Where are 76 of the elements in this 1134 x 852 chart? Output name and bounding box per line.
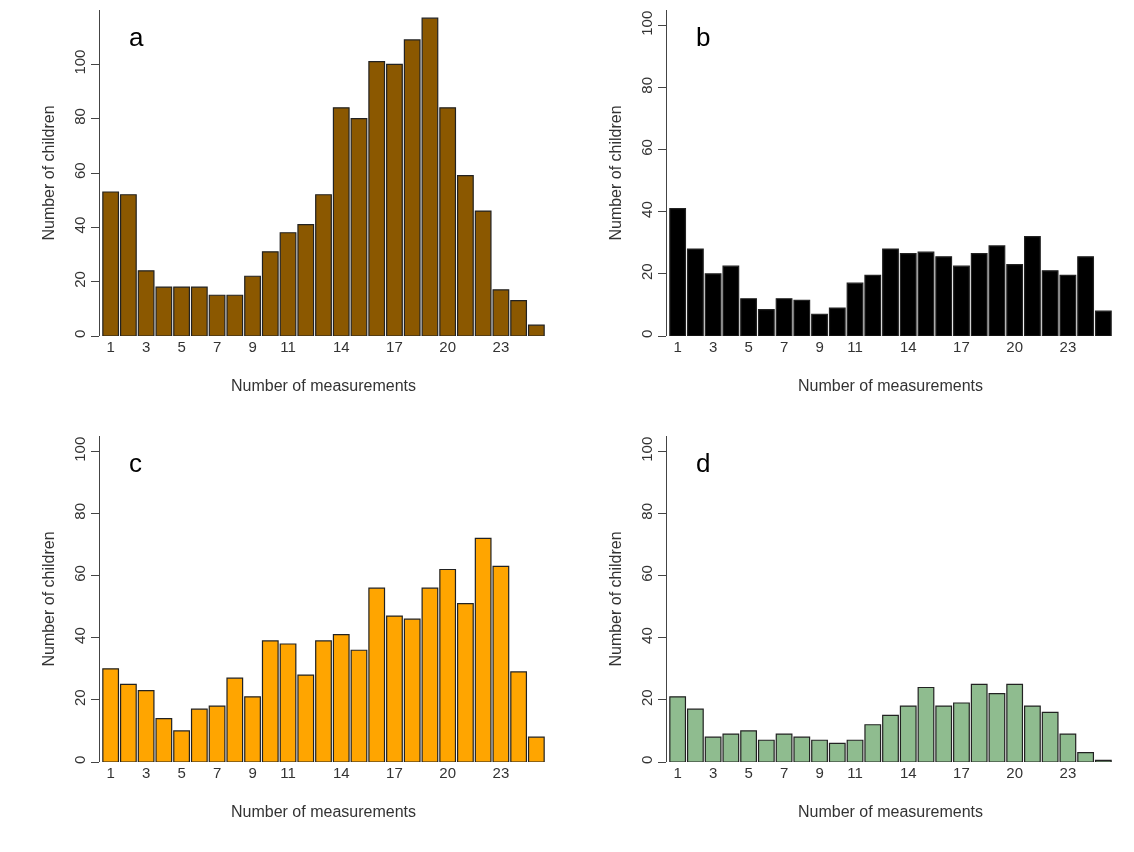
y-tick-label: 80 — [70, 108, 88, 125]
y-tick-label: 20 — [70, 689, 88, 706]
x-tick-label: 1 — [106, 338, 115, 355]
y-tick-label: 80 — [70, 503, 88, 520]
x-tick-label: 11 — [280, 764, 296, 781]
x-tick-label: 3 — [708, 338, 718, 355]
x-tick-label: 7 — [779, 764, 789, 781]
y-tick-label: 80 — [637, 503, 655, 520]
x-axis-title: Number of measurements — [798, 376, 983, 394]
x-tick-label: 17 — [386, 764, 403, 781]
x-tick-label: 20 — [1006, 338, 1024, 355]
y-axis-title: Number of children — [606, 105, 624, 241]
x-tick-label: 11 — [847, 338, 863, 355]
y-tick-label: 60 — [70, 162, 88, 180]
x-tick-label: 7 — [212, 764, 222, 781]
text: d — [696, 448, 711, 478]
x-tick-label: 1 — [673, 338, 682, 355]
x-tick-label: 3 — [141, 338, 151, 355]
x-tick-label: 20 — [1006, 764, 1024, 781]
y-axis-title: Number of children — [39, 531, 57, 667]
x-tick-label: 14 — [899, 764, 917, 781]
x-tick-label: 23 — [492, 338, 510, 355]
x-axis-title: Number of measurements — [798, 802, 983, 820]
x-axis-title: Number of measurements — [231, 376, 416, 394]
x-tick-label: 23 — [1059, 338, 1077, 355]
y-tick-label: 100 — [70, 49, 88, 75]
x-tick-label: 17 — [386, 338, 403, 355]
y-tick-label: 40 — [637, 627, 655, 644]
x-tick-label: 5 — [744, 338, 753, 355]
x-tick-label: 20 — [439, 338, 457, 355]
x-tick-label: 3 — [708, 764, 718, 781]
x-tick-label: 1 — [106, 764, 115, 781]
y-tick-label: 60 — [70, 565, 88, 582]
y-tick-label: 40 — [637, 201, 655, 218]
y-tick-label: 40 — [70, 627, 88, 644]
x-tick-label: 11 — [847, 764, 863, 781]
x-axis-title: Number of measurements — [231, 802, 416, 820]
y-tick-label: 0 — [70, 755, 88, 764]
x-tick-label: 3 — [141, 764, 151, 781]
y-tick-label: 80 — [637, 77, 655, 94]
y-tick-label: 100 — [70, 436, 88, 462]
x-tick-label: 9 — [248, 764, 257, 781]
x-tick-label: 17 — [953, 764, 970, 781]
text: b — [696, 22, 711, 52]
x-tick-label: 9 — [815, 764, 824, 781]
y-tick-label: 0 — [637, 329, 655, 338]
y-tick-label: 60 — [637, 139, 655, 156]
x-tick-label: 11 — [280, 338, 296, 355]
x-tick-label: 20 — [439, 764, 457, 781]
x-tick-label: 23 — [1059, 764, 1077, 781]
x-tick-label: 9 — [815, 338, 824, 355]
y-tick-label: 0 — [70, 329, 88, 338]
x-tick-label: 17 — [953, 338, 970, 355]
x-tick-label: 9 — [248, 338, 257, 355]
x-tick-label: 5 — [177, 764, 186, 781]
y-axis-title: Number of children — [39, 105, 57, 241]
x-tick-label: 7 — [212, 338, 222, 355]
y-tick-label: 60 — [637, 565, 655, 582]
x-tick-label: 14 — [332, 764, 350, 781]
y-tick-label: 100 — [637, 10, 655, 36]
x-tick-label: 1 — [673, 764, 682, 781]
y-tick-label: 40 — [70, 216, 88, 234]
y-tick-label: 0 — [637, 755, 655, 764]
x-tick-label: 23 — [492, 764, 510, 781]
x-tick-label: 5 — [177, 338, 186, 355]
y-tick-label: 20 — [637, 263, 655, 280]
y-axis-title: Number of children — [606, 531, 624, 667]
x-tick-label: 5 — [744, 764, 753, 781]
text: a — [129, 22, 144, 52]
x-tick-label: 14 — [899, 338, 917, 355]
x-tick-label: 7 — [779, 338, 789, 355]
y-tick-label: 20 — [70, 271, 88, 288]
text: c — [129, 448, 142, 478]
y-tick-label: 20 — [637, 689, 655, 706]
x-tick-label: 14 — [332, 338, 350, 355]
y-tick-label: 100 — [637, 436, 655, 462]
